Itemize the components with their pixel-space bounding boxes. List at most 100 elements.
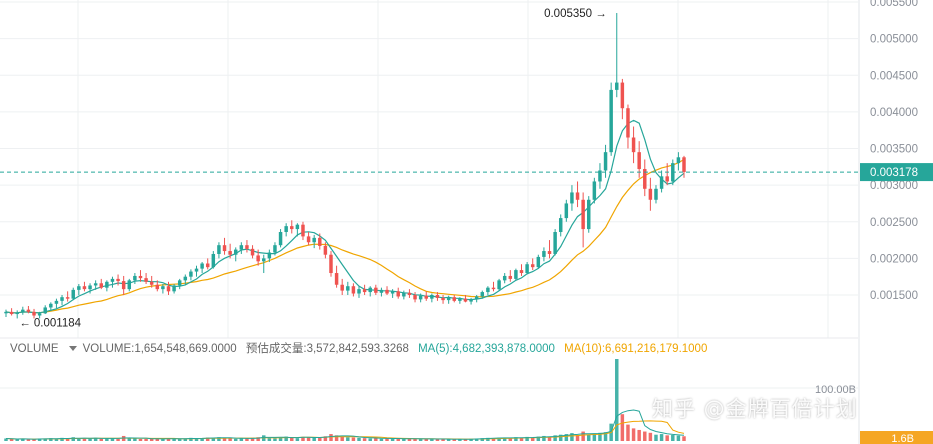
volume-bar xyxy=(144,438,148,441)
candle-body xyxy=(547,251,552,254)
candle-body xyxy=(295,224,300,230)
candle-body xyxy=(222,245,227,252)
volume-bar xyxy=(402,439,406,441)
volume-bar xyxy=(441,438,445,441)
candle-body xyxy=(542,251,546,257)
last-price-badge xyxy=(860,163,933,182)
candle-body xyxy=(172,285,176,292)
candle-body xyxy=(603,152,608,171)
volume-bar xyxy=(205,437,210,441)
volume-bar xyxy=(323,436,328,441)
candle-body xyxy=(189,271,193,277)
last-price-label: 0.003178 xyxy=(870,167,918,179)
candle-body xyxy=(273,245,277,253)
y-tick-label: 0.004500 xyxy=(870,70,918,82)
volume-ma5: MA(5):4,682,393,878.0000 xyxy=(418,343,555,355)
candle-body xyxy=(418,295,423,300)
volume-bar xyxy=(177,438,182,441)
candle-body xyxy=(519,270,524,274)
volume-bar xyxy=(105,438,109,441)
volume-bar xyxy=(37,438,42,441)
candle-body xyxy=(682,157,686,172)
candle-body xyxy=(463,298,468,302)
candle-body xyxy=(65,297,70,299)
volume-bar xyxy=(295,438,300,441)
volume-bar xyxy=(615,359,619,441)
candle-body xyxy=(99,283,103,288)
volume-bar xyxy=(116,438,120,441)
candle-body xyxy=(615,82,619,90)
volume-bar xyxy=(32,439,36,441)
volume-bar xyxy=(379,438,384,441)
y-tick-label: 0.002000 xyxy=(870,253,918,265)
candle-body xyxy=(26,309,31,312)
candle-body xyxy=(37,313,42,316)
volume-bar xyxy=(564,434,569,441)
candle-body xyxy=(155,284,160,290)
volume-bar xyxy=(318,437,322,441)
volume-bar xyxy=(245,438,249,441)
candle-body xyxy=(161,286,165,290)
candle-body xyxy=(587,199,591,230)
ma-fast-line xyxy=(5,119,685,314)
candle-body xyxy=(334,273,339,285)
volume-bar xyxy=(110,438,115,441)
volume-bar xyxy=(133,438,137,441)
volume-bar xyxy=(301,436,305,441)
volume-bar xyxy=(430,439,434,441)
volume-bar xyxy=(643,431,647,441)
candle-body xyxy=(301,224,305,237)
chevron-down-icon[interactable] xyxy=(68,346,77,352)
volume-bar xyxy=(211,437,216,441)
candle-body xyxy=(609,89,613,153)
volume-bar xyxy=(217,437,221,441)
ma-slow-line xyxy=(5,158,685,314)
volume-indicator-name[interactable]: VOLUME xyxy=(10,343,59,355)
candle-body xyxy=(626,108,630,138)
volume-bar xyxy=(458,439,462,441)
volume-bar xyxy=(424,438,428,441)
candle-body xyxy=(329,254,333,274)
volume-bar xyxy=(161,438,165,441)
volume-bar xyxy=(474,438,479,441)
y-tick-label: 0.005500 xyxy=(870,0,918,9)
candle-body xyxy=(637,152,641,170)
candle-body xyxy=(200,263,204,269)
candle-body xyxy=(262,258,266,262)
candle-body xyxy=(558,218,563,233)
candle-body xyxy=(116,278,120,282)
candle-body xyxy=(194,268,199,272)
candle-body xyxy=(390,291,395,294)
volume-bar xyxy=(396,438,400,441)
candle-body xyxy=(284,226,288,233)
candle-body xyxy=(598,170,602,182)
volume-bar xyxy=(267,438,272,441)
candle-body xyxy=(362,289,367,293)
candle-body xyxy=(127,280,132,290)
candle-body xyxy=(486,287,490,293)
candle-body xyxy=(564,203,569,219)
candle-body xyxy=(514,270,518,279)
volume-bar xyxy=(21,438,25,441)
volume-bar xyxy=(553,435,557,441)
volume-bar xyxy=(228,438,232,441)
volume-bar xyxy=(340,436,344,441)
candle-body xyxy=(402,292,406,297)
candle-body xyxy=(385,289,389,294)
volume-bar xyxy=(93,437,98,441)
candle-body xyxy=(318,237,322,246)
volume-bar xyxy=(536,436,541,441)
volume-bar xyxy=(587,434,591,441)
estimated-volume: 预估成交量:3,572,842,593.3268 xyxy=(245,343,409,355)
volume-bar xyxy=(648,432,653,441)
candle-body xyxy=(88,285,92,290)
y-tick-label: 0.003500 xyxy=(870,144,918,156)
volume-bar xyxy=(189,437,193,441)
candle-body xyxy=(217,245,221,254)
volume-bar xyxy=(542,435,546,441)
candle-body xyxy=(60,297,64,301)
volume-bar xyxy=(222,438,227,441)
volume-bar xyxy=(329,434,333,441)
candle-body xyxy=(346,286,350,291)
